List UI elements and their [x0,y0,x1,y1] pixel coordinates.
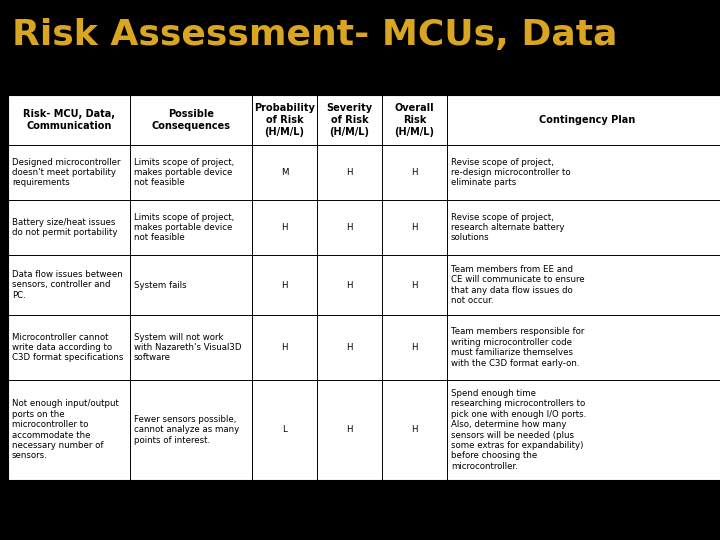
Text: System fails: System fails [134,280,186,289]
Text: Limits scope of project,
makes portable device
not feasible: Limits scope of project, makes portable … [134,213,234,242]
Text: H: H [282,223,288,232]
Text: H: H [346,343,353,352]
Text: H: H [346,426,353,435]
Text: Possible
Consequences: Possible Consequences [151,109,230,131]
Text: H: H [282,280,288,289]
Text: H: H [346,223,353,232]
Text: Fewer sensors possible,
cannot analyze as many
points of interest.: Fewer sensors possible, cannot analyze a… [134,415,239,445]
Text: System will not work
with Nazareth's Visual3D
software: System will not work with Nazareth's Vis… [134,333,241,362]
Text: Probability
of Risk
(H/M/L): Probability of Risk (H/M/L) [254,103,315,137]
Text: Team members from EE and
CE will communicate to ensure
that any data flow issues: Team members from EE and CE will communi… [451,265,585,305]
Text: L: L [282,426,287,435]
Text: 42: 42 [700,510,712,520]
Text: Contingency Plan: Contingency Plan [539,115,636,125]
Text: H: H [346,280,353,289]
Text: Spend enough time
researching microcontrollers to
pick one with enough I/O ports: Spend enough time researching microcontr… [451,389,586,471]
Text: Severity
of Risk
(H/M/L): Severity of Risk (H/M/L) [326,103,372,137]
Text: Motion Tracking Technology Evaluation: Motion Tracking Technology Evaluation [12,510,202,520]
Text: Revise scope of project,
re-design microcontroller to
eliminate parts: Revise scope of project, re-design micro… [451,158,571,187]
Text: [Refer to: P10010 PDF, page 19]: [Refer to: P10010 PDF, page 19] [248,491,472,505]
Text: H: H [411,343,418,352]
Text: Microcontroller cannot
write data according to
C3D format specifications: Microcontroller cannot write data accord… [12,333,123,362]
Text: Team members responsible for
writing microcontroller code
must familiarize thems: Team members responsible for writing mic… [451,327,585,368]
Text: Risk- MCU, Data,
Communication: Risk- MCU, Data, Communication [23,109,115,131]
Text: Battery size/heat issues
do not permit portability: Battery size/heat issues do not permit p… [12,218,117,237]
Text: Revise scope of project,
research alternate battery
solutions: Revise scope of project, research altern… [451,213,564,242]
Text: H: H [282,343,288,352]
Text: H: H [411,223,418,232]
Text: H: H [411,280,418,289]
Text: Risk Assessment- MCUs, Data: Risk Assessment- MCUs, Data [12,18,618,52]
Text: Limits scope of project,
makes portable device
not feasible: Limits scope of project, makes portable … [134,158,234,187]
Text: H: H [411,426,418,435]
Text: Overall
Risk
(H/M/L): Overall Risk (H/M/L) [395,103,434,137]
Text: H: H [346,168,353,177]
Text: Data flow issues between
sensors, controller and
PC.: Data flow issues between sensors, contro… [12,270,122,300]
Text: Not enough input/output
ports on the
microcontroller to
accommodate the
necessar: Not enough input/output ports on the mic… [12,400,119,461]
Bar [8,95,720,480]
Text: H: H [411,168,418,177]
Text: M: M [281,168,288,177]
Text: Designed microcontroller
doesn't meet portability
requirements: Designed microcontroller doesn't meet po… [12,158,120,187]
